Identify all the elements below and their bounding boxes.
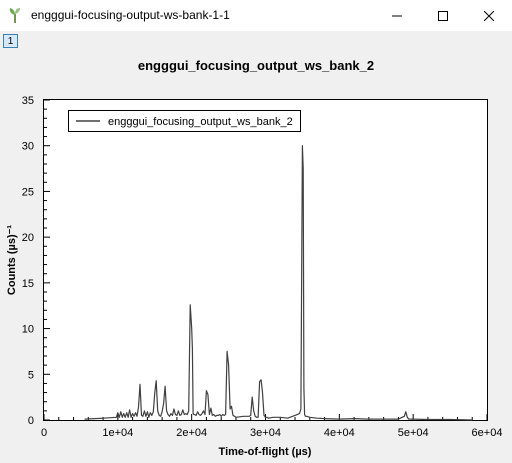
window-title: engggui-focusing-output-ws-bank-1-1 <box>31 8 230 22</box>
x-tick-label: 1e+04 <box>102 427 133 439</box>
y-tick-label: 35 <box>22 95 34 107</box>
y-tick-label: 10 <box>22 324 34 336</box>
x-axis-label: Time-of-flight (µs) <box>219 446 312 458</box>
maximize-button[interactable] <box>420 0 466 31</box>
y-tick-label: 25 <box>22 186 34 198</box>
y-axis-label: Counts (µs)⁻¹ <box>6 225 18 296</box>
x-tick-label: 6e+04 <box>472 427 503 439</box>
series-line-0 <box>84 145 473 421</box>
window-titlebar[interactable]: engggui-focusing-output-ws-bank-1-1 <box>0 0 512 31</box>
chart-title: engggui_focusing_output_ws_bank_2 <box>138 58 374 73</box>
x-tick-label: 3e+04 <box>250 427 281 439</box>
legend: engggui_focusing_output_ws_bank_2 <box>68 110 301 132</box>
minimize-button[interactable] <box>374 0 420 31</box>
plot-area[interactable]: engggui_focusing_output_ws_bank_2 0 1e+04… <box>0 32 512 463</box>
x-tick-label: 2e+04 <box>176 427 207 439</box>
y-tick-label: 0 <box>28 415 34 427</box>
close-button[interactable] <box>466 0 512 31</box>
y-tick-label: 15 <box>22 278 34 290</box>
legend-label: engggui_focusing_output_ws_bank_2 <box>108 116 293 128</box>
x-tick-label: 0 <box>41 427 47 439</box>
x-tick-label: 5e+04 <box>398 427 429 439</box>
mantid-plant-icon <box>9 8 20 23</box>
axes-frame <box>43 99 488 421</box>
y-tick-label: 20 <box>22 232 34 244</box>
minimize-icon <box>392 15 402 16</box>
figure-number-badge[interactable]: 1 <box>3 34 18 48</box>
x-tick-label: 4e+04 <box>324 427 355 439</box>
close-icon <box>484 10 494 21</box>
legend-box <box>68 110 301 132</box>
y-tick-label: 5 <box>28 369 34 381</box>
y-tick-label: 30 <box>22 141 34 153</box>
figure-canvas[interactable]: 1 engggui_focusing_output_ws_bank_2 0 1e+… <box>0 31 512 463</box>
maximize-icon <box>438 10 448 21</box>
